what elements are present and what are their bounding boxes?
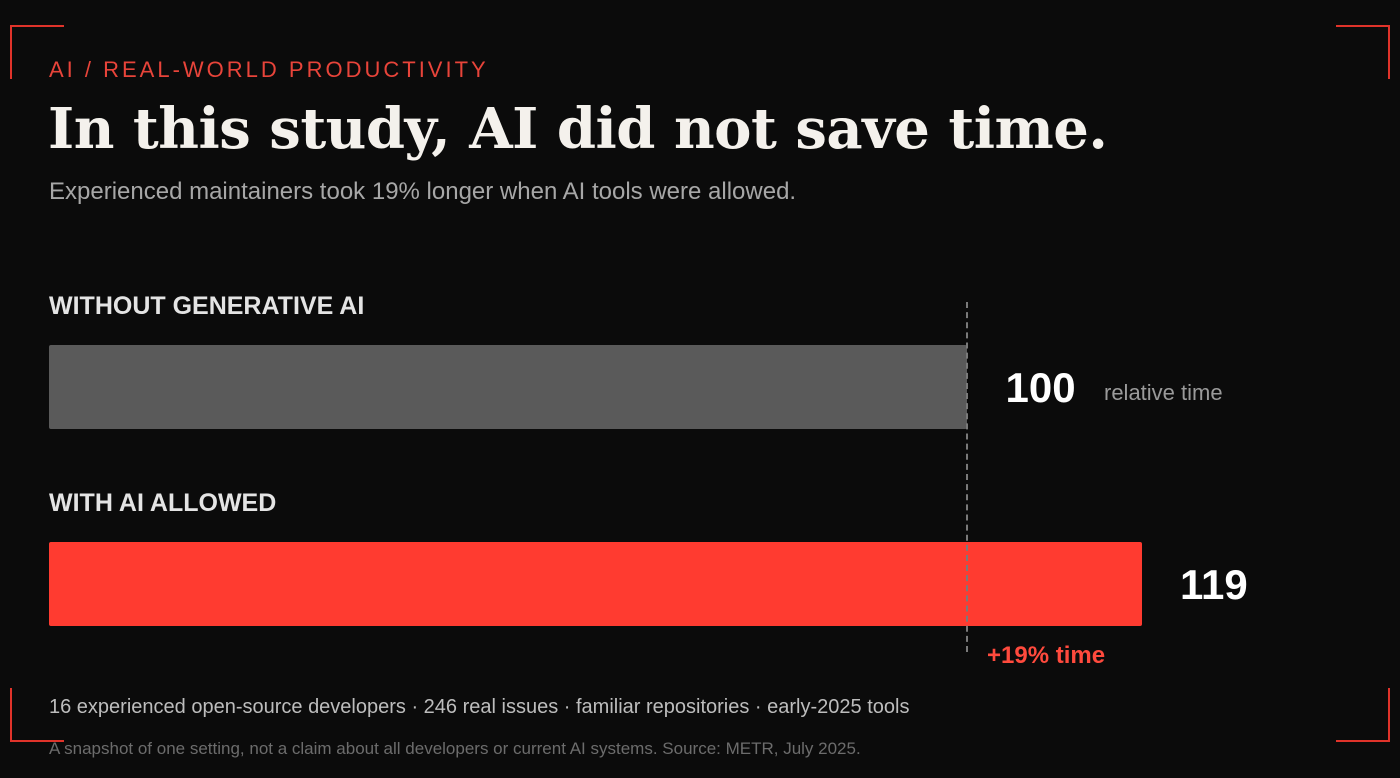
corner-bracket-bottom-right [1336,688,1390,742]
kicker-label: AI / REAL-WORLD PRODUCTIVITY [49,57,489,82]
corner-bracket-bottom-left [10,688,64,742]
value-label-without-ai: 100 [1005,364,1076,411]
chart-subtitle: Experienced maintainers took 19% longer … [49,178,797,205]
delta-label: +19% time [987,642,1106,669]
bar-without-ai [49,345,968,429]
source-note: A snapshot of one setting, not a claim a… [49,739,861,758]
corner-bracket-top-left [10,25,64,79]
corner-bracket-top-right [1336,25,1390,79]
bar-with-ai [49,542,1142,626]
value-label-with-ai: 119 [1180,561,1248,608]
baseline-reference-line [966,302,969,652]
study-facts: 16 experienced open-source developers · … [49,696,910,718]
chart-title: In this study, AI did not save time. [48,96,1108,162]
category-label-with-ai: WITH AI ALLOWED [49,489,277,517]
category-label-without-ai: WITHOUT GENERATIVE AI [49,292,365,320]
unit-label: relative time [1104,380,1223,405]
